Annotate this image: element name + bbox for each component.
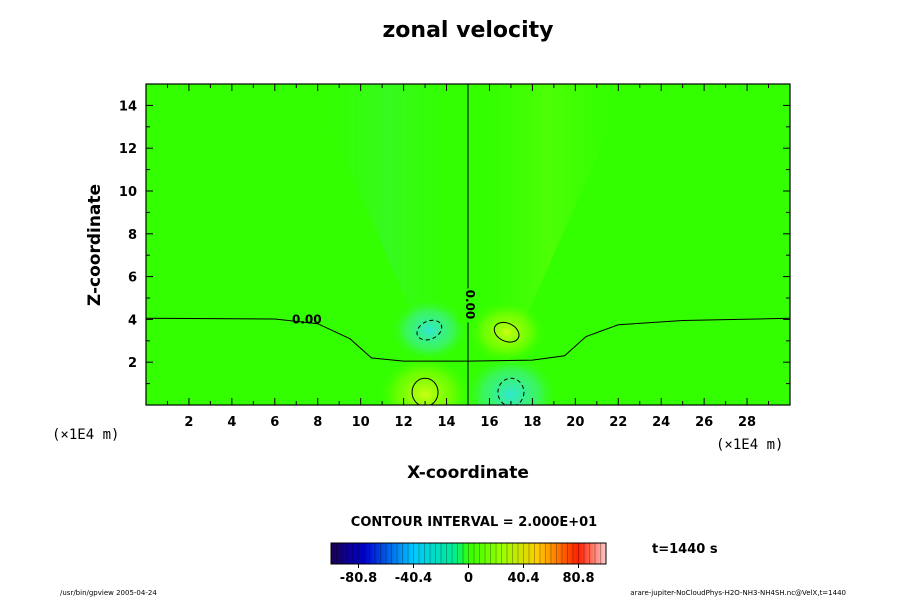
feature-negative-3 [462,354,559,405]
x-tick-label: 24 [652,415,670,430]
colorbar-tick-label: -80.8 [340,571,377,586]
colorbar-stripes [336,543,601,564]
chart-title: zonal velocity [383,18,554,43]
x-tick-label: 10 [352,415,370,430]
y-tick-label: 12 [119,142,137,157]
x-tick-label: 8 [313,415,322,430]
y-unit-label: (×1E4 m) [52,427,119,443]
feature-negative-0 [389,298,470,363]
x-tick-label: 2 [184,415,193,430]
colorbar-tick-label: 40.4 [507,571,539,586]
contours-layer: 0.00 0.00 [146,84,790,405]
plume-left [310,84,468,330]
contour-loop-positive-2 [411,377,439,405]
colorbar-tick-label: 0 [464,571,473,586]
time-label: t=1440 s [652,542,718,557]
contour-label-bg [458,288,474,323]
colorbar-tick-label: 80.8 [562,571,594,586]
contour-interval: CONTOUR INTERVAL = 2.000E+01 [351,515,597,530]
x-tick-label: 4 [227,415,236,430]
x-tick-label: 6 [270,415,279,430]
feature-positive-2 [377,354,474,405]
y-tick-label: 6 [128,271,137,286]
x-tick-label: 12 [395,415,413,430]
x-tick-label: 14 [437,415,455,430]
contour-loop-negative-0 [416,319,443,341]
x-tick-label: 18 [523,415,541,430]
contour-loop-negative-3 [497,377,525,405]
y-tick-label: 4 [128,313,137,328]
footer-left: /usr/bin/gpview 2005-04-24 [60,589,157,597]
footer-right: arare-jupiter-NoCloudPhys-H2O-NH3-NH4SH.… [630,589,846,597]
y-tick-label: 8 [128,228,137,243]
x-tick-label: 22 [609,415,627,430]
x-tick-label: 28 [738,415,756,430]
contour-label-horizontal: 0.00 [292,313,322,327]
y-axis-label: Z-coordinate [85,184,105,306]
feature-positive-1 [466,300,547,365]
features-layer [377,298,559,405]
x-unit-label: (×1E4 m) [716,437,783,453]
contour-label-vertical: 0.00 [463,290,477,320]
x-tick-label: 16 [480,415,498,430]
x-tick-label: 26 [695,415,713,430]
colorbar-tick-label: -40.4 [395,571,432,586]
plot-area: 0.00 0.00 [146,84,790,405]
y-tick-label: 10 [119,185,137,200]
plume-right [468,84,630,330]
y-tick-label: 2 [128,356,137,371]
x-axis-label: X-coordinate [407,463,529,483]
colorbar-ticks: -80.8 -40.4 0 40.4 80.8 [340,564,595,586]
y-tick-label: 14 [119,99,137,114]
x-tick-label: 20 [566,415,584,430]
contour-loop-positive-1 [493,321,520,343]
